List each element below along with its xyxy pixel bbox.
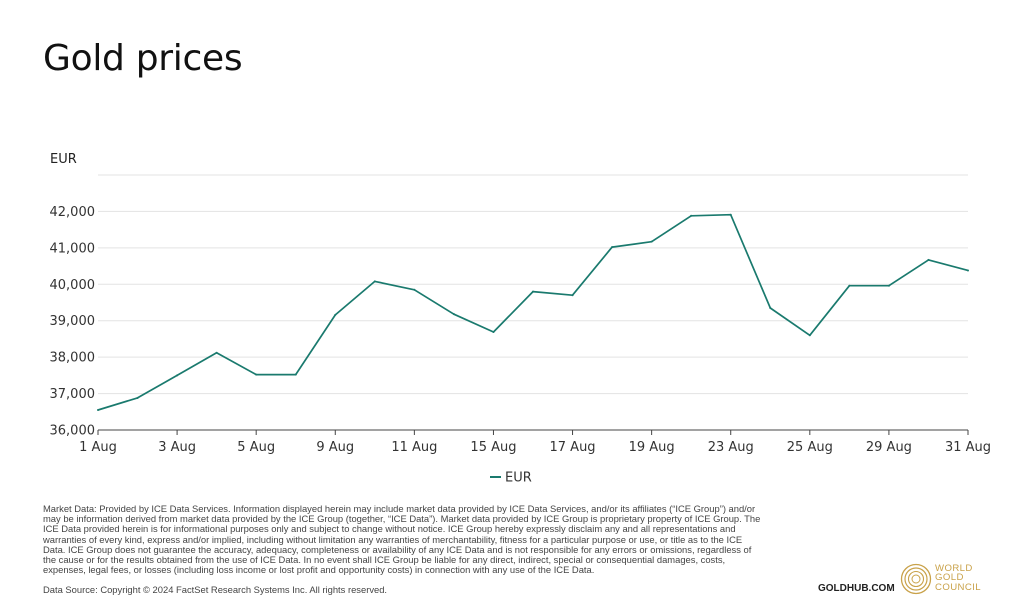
x-tick-label: 3 Aug bbox=[158, 440, 196, 455]
data-point bbox=[334, 313, 337, 316]
x-tick-label: 29 Aug bbox=[866, 440, 912, 455]
data-point bbox=[808, 334, 811, 337]
goldhub-link[interactable]: GOLDHUB.COM bbox=[818, 583, 895, 594]
data-point bbox=[97, 408, 99, 411]
wgc-word-3: COUNCIL bbox=[935, 581, 981, 593]
data-point bbox=[650, 240, 653, 243]
legend: EUR bbox=[490, 471, 532, 486]
x-tick-label: 5 Aug bbox=[237, 440, 275, 455]
data-point bbox=[571, 294, 574, 297]
x-tick-label: 31 Aug bbox=[945, 440, 991, 455]
y-tick-label: 41,000 bbox=[50, 241, 96, 256]
data-source-note: Data Source: Copyright © 2024 FactSet Re… bbox=[43, 584, 388, 595]
data-point bbox=[215, 351, 218, 354]
disclaimer-paragraph: Market Data: Provided by ICE Data Servic… bbox=[43, 503, 761, 576]
page-title: Gold prices bbox=[43, 38, 243, 79]
x-tick-label: 23 Aug bbox=[708, 440, 754, 455]
data-point bbox=[927, 258, 930, 261]
x-tick-label: 15 Aug bbox=[470, 440, 516, 455]
x-axis: 1 Aug 3 Aug 5 Aug 9 Aug 11 Aug 15 Aug 17 Aug 19… bbox=[79, 429, 991, 455]
y-tick-label: 39,000 bbox=[50, 314, 96, 329]
data-point bbox=[887, 284, 890, 287]
y-tick-label: 40,000 bbox=[50, 278, 96, 293]
data-point bbox=[848, 284, 851, 287]
series-line-eur bbox=[97, 213, 969, 411]
data-point bbox=[769, 306, 772, 309]
wgc-word-1: WORLD bbox=[935, 563, 973, 574]
legend-label: EUR bbox=[505, 471, 532, 486]
data-point bbox=[532, 290, 534, 293]
data-point bbox=[294, 373, 297, 376]
data-point bbox=[176, 374, 179, 377]
x-tick-label: 1 Aug bbox=[79, 440, 117, 455]
y-tick-label: 37,000 bbox=[50, 387, 96, 402]
y-tick-label: 36,000 bbox=[50, 424, 96, 439]
data-point bbox=[611, 246, 614, 249]
data-point bbox=[413, 288, 416, 291]
x-tick-label: 11 Aug bbox=[391, 440, 437, 455]
y-axis-unit-label: EUR bbox=[50, 152, 77, 167]
data-point bbox=[729, 213, 732, 216]
data-point bbox=[373, 280, 376, 283]
x-tick-label: 17 Aug bbox=[550, 440, 596, 455]
data-point bbox=[967, 269, 969, 272]
x-tick-label: 9 Aug bbox=[316, 440, 354, 455]
data-point bbox=[492, 331, 495, 334]
x-tick-label: 25 Aug bbox=[787, 440, 833, 455]
y-tick-label: 38,000 bbox=[50, 351, 96, 366]
wgc-wordmark: WORLD GOLD COUNCIL bbox=[935, 563, 981, 593]
wgc-word-2: GOLD bbox=[935, 572, 964, 584]
gold-price-chart: EUR 36,000 37,000 38,000 39,000 40,000 41,000… bbox=[50, 152, 992, 486]
y-tick-label: 42,000 bbox=[50, 205, 96, 220]
series-layer bbox=[97, 213, 969, 411]
grid-lines bbox=[98, 174, 968, 395]
x-tick-label: 19 Aug bbox=[629, 440, 675, 455]
disclaimer-text: Market Data: Provided by ICE Data Servic… bbox=[43, 503, 763, 576]
wgc-emblem-icon bbox=[900, 563, 932, 595]
data-point bbox=[136, 396, 139, 399]
data-point bbox=[255, 373, 258, 376]
world-gold-council-logo: WORLD GOLD COUNCIL bbox=[900, 563, 1020, 595]
data-point bbox=[690, 214, 693, 217]
data-point bbox=[452, 313, 455, 316]
y-axis-ticks: 36,000 37,000 38,000 39,000 40,000 41,000 42,0… bbox=[50, 205, 96, 439]
